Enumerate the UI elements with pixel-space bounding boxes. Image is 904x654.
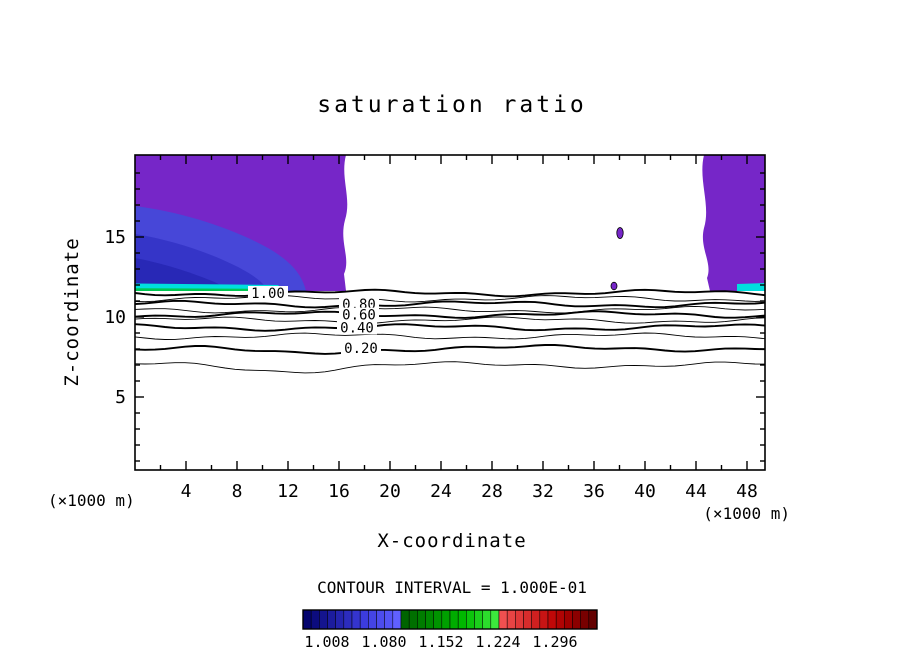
colorbar-cell: [531, 609, 541, 630]
x-axis-label: X-coordinate: [377, 530, 526, 552]
colorbar-cell: [466, 609, 475, 630]
contour-interval-label: CONTOUR INTERVAL = 1.000E-01: [317, 578, 587, 597]
colorbar-cell: [359, 609, 369, 630]
colorbar-cell: [498, 609, 508, 630]
x-tick-label: 40: [634, 481, 656, 502]
y-tick-label: 5: [115, 387, 126, 408]
x-tick-label: 24: [430, 481, 452, 502]
colorbar-cell: [302, 609, 312, 630]
contour-line-0.2: [134, 344, 766, 355]
x-tick-label: 28: [481, 481, 503, 502]
x-tick-label: 36: [583, 481, 605, 502]
contour-label-halo: [341, 341, 381, 356]
colorbar-cell: [474, 609, 483, 630]
contour-label: 1.00: [251, 286, 285, 302]
colorbar-cell: [376, 609, 385, 630]
y-axis-label: Z-coordinate: [61, 237, 83, 386]
colorbar-cell: [506, 609, 516, 630]
left-region-green-strip: [135, 288, 265, 291]
colorbar-cell: [482, 609, 492, 630]
x-tick-label: 44: [685, 481, 707, 502]
y-tick-labels: 5 10 15: [104, 227, 126, 408]
contour-label: 0.20: [344, 341, 378, 357]
contour-line-0.4: [134, 323, 766, 332]
colorbar-cell: [351, 609, 361, 630]
left-region-blue-deep-fill: [135, 258, 229, 291]
y-tick-label: 10: [104, 307, 126, 328]
colorbar-cell: [384, 609, 394, 630]
y-tick-label: 15: [104, 227, 126, 248]
colorbar-frame: [302, 609, 598, 630]
contour-lines: [134, 288, 766, 374]
colorbar-cell: [515, 609, 524, 630]
colorbar-cell: [572, 609, 581, 630]
filled-regions: [135, 155, 765, 291]
right-region-cyan-strip: [737, 283, 765, 291]
contour-line-0.1: [134, 361, 766, 374]
colorbar-cell: [564, 609, 573, 630]
colorbar-tick-label: 1.080: [361, 633, 406, 651]
colorbar-cell: [310, 609, 320, 630]
x-tick-label: 32: [532, 481, 554, 502]
colorbar-cell: [335, 609, 345, 630]
contour-label: 0.60: [342, 308, 376, 324]
colorbar-tick-label: 1.008: [304, 633, 349, 651]
colorbar-tick-labels: 1.008 1.080 1.152 1.224 1.296: [304, 633, 577, 651]
colorbar-cell: [555, 609, 565, 630]
colorbar-cell: [539, 609, 549, 630]
contour-line-0.8: [134, 299, 766, 309]
colorbar-cell: [433, 609, 443, 630]
contour-label-halo: [339, 307, 379, 322]
contour-line-1: [134, 288, 766, 298]
x-tick-label: 4: [181, 481, 192, 502]
x-tick-labels: 4 8 12 16 20 24 28 32 36 40 44 48: [181, 481, 758, 502]
colorbar-cell: [523, 609, 532, 630]
colorbar-cell: [457, 609, 467, 630]
chart-title: saturation ratio: [317, 92, 587, 118]
x-tick-label: 8: [232, 481, 243, 502]
contour-line-0.9: [134, 294, 766, 303]
x-tick-label: 16: [328, 481, 350, 502]
colorbar-cell: [441, 609, 451, 630]
colorbar-tick-label: 1.152: [418, 633, 463, 651]
colorbar-tick-label: 1.296: [532, 633, 577, 651]
contour-labels: 1.000.800.600.400.20: [248, 286, 381, 357]
contour-label-halo: [337, 320, 377, 335]
axis-ticks: [135, 155, 765, 470]
plot-frame: [134, 154, 766, 471]
colorbar-cell: [400, 609, 410, 630]
colorbar-tick-label: 1.224: [475, 633, 520, 651]
x-tick-label: 48: [736, 481, 758, 502]
colorbar-cell: [368, 609, 377, 630]
colorbar-cell: [343, 609, 353, 630]
colorbar-cell: [490, 609, 500, 630]
colorbar-cell: [408, 609, 418, 630]
colorbar-cell: [580, 609, 590, 630]
colorbar-cell: [588, 609, 598, 630]
x-tick-label: 20: [379, 481, 401, 502]
contour-label: 0.40: [340, 320, 374, 336]
colorbar-cell: [417, 609, 426, 630]
colorbar-cell: [319, 609, 328, 630]
contour-line-0.3: [134, 332, 766, 340]
colorbar-cell: [449, 609, 459, 630]
colorbar-cell: [392, 609, 402, 630]
contour-label-halo: [248, 286, 288, 300]
right-region-purple-fill: [702, 155, 765, 291]
contour-line-0.5: [134, 316, 766, 325]
x-tick-label: 12: [277, 481, 299, 502]
x-unit-right: (×1000 m): [703, 504, 790, 523]
colorbar-cell: [425, 609, 434, 630]
contour-line-0.6: [134, 310, 766, 319]
contour-line-0.7: [134, 305, 766, 314]
colorbar: [302, 609, 598, 630]
isolated-pocket-upper: [616, 227, 624, 239]
isolated-pocket-lower: [610, 281, 618, 291]
colorbar-cell: [327, 609, 336, 630]
colorbar-cell: [547, 609, 557, 630]
x-unit-left: (×1000 m): [48, 491, 135, 510]
